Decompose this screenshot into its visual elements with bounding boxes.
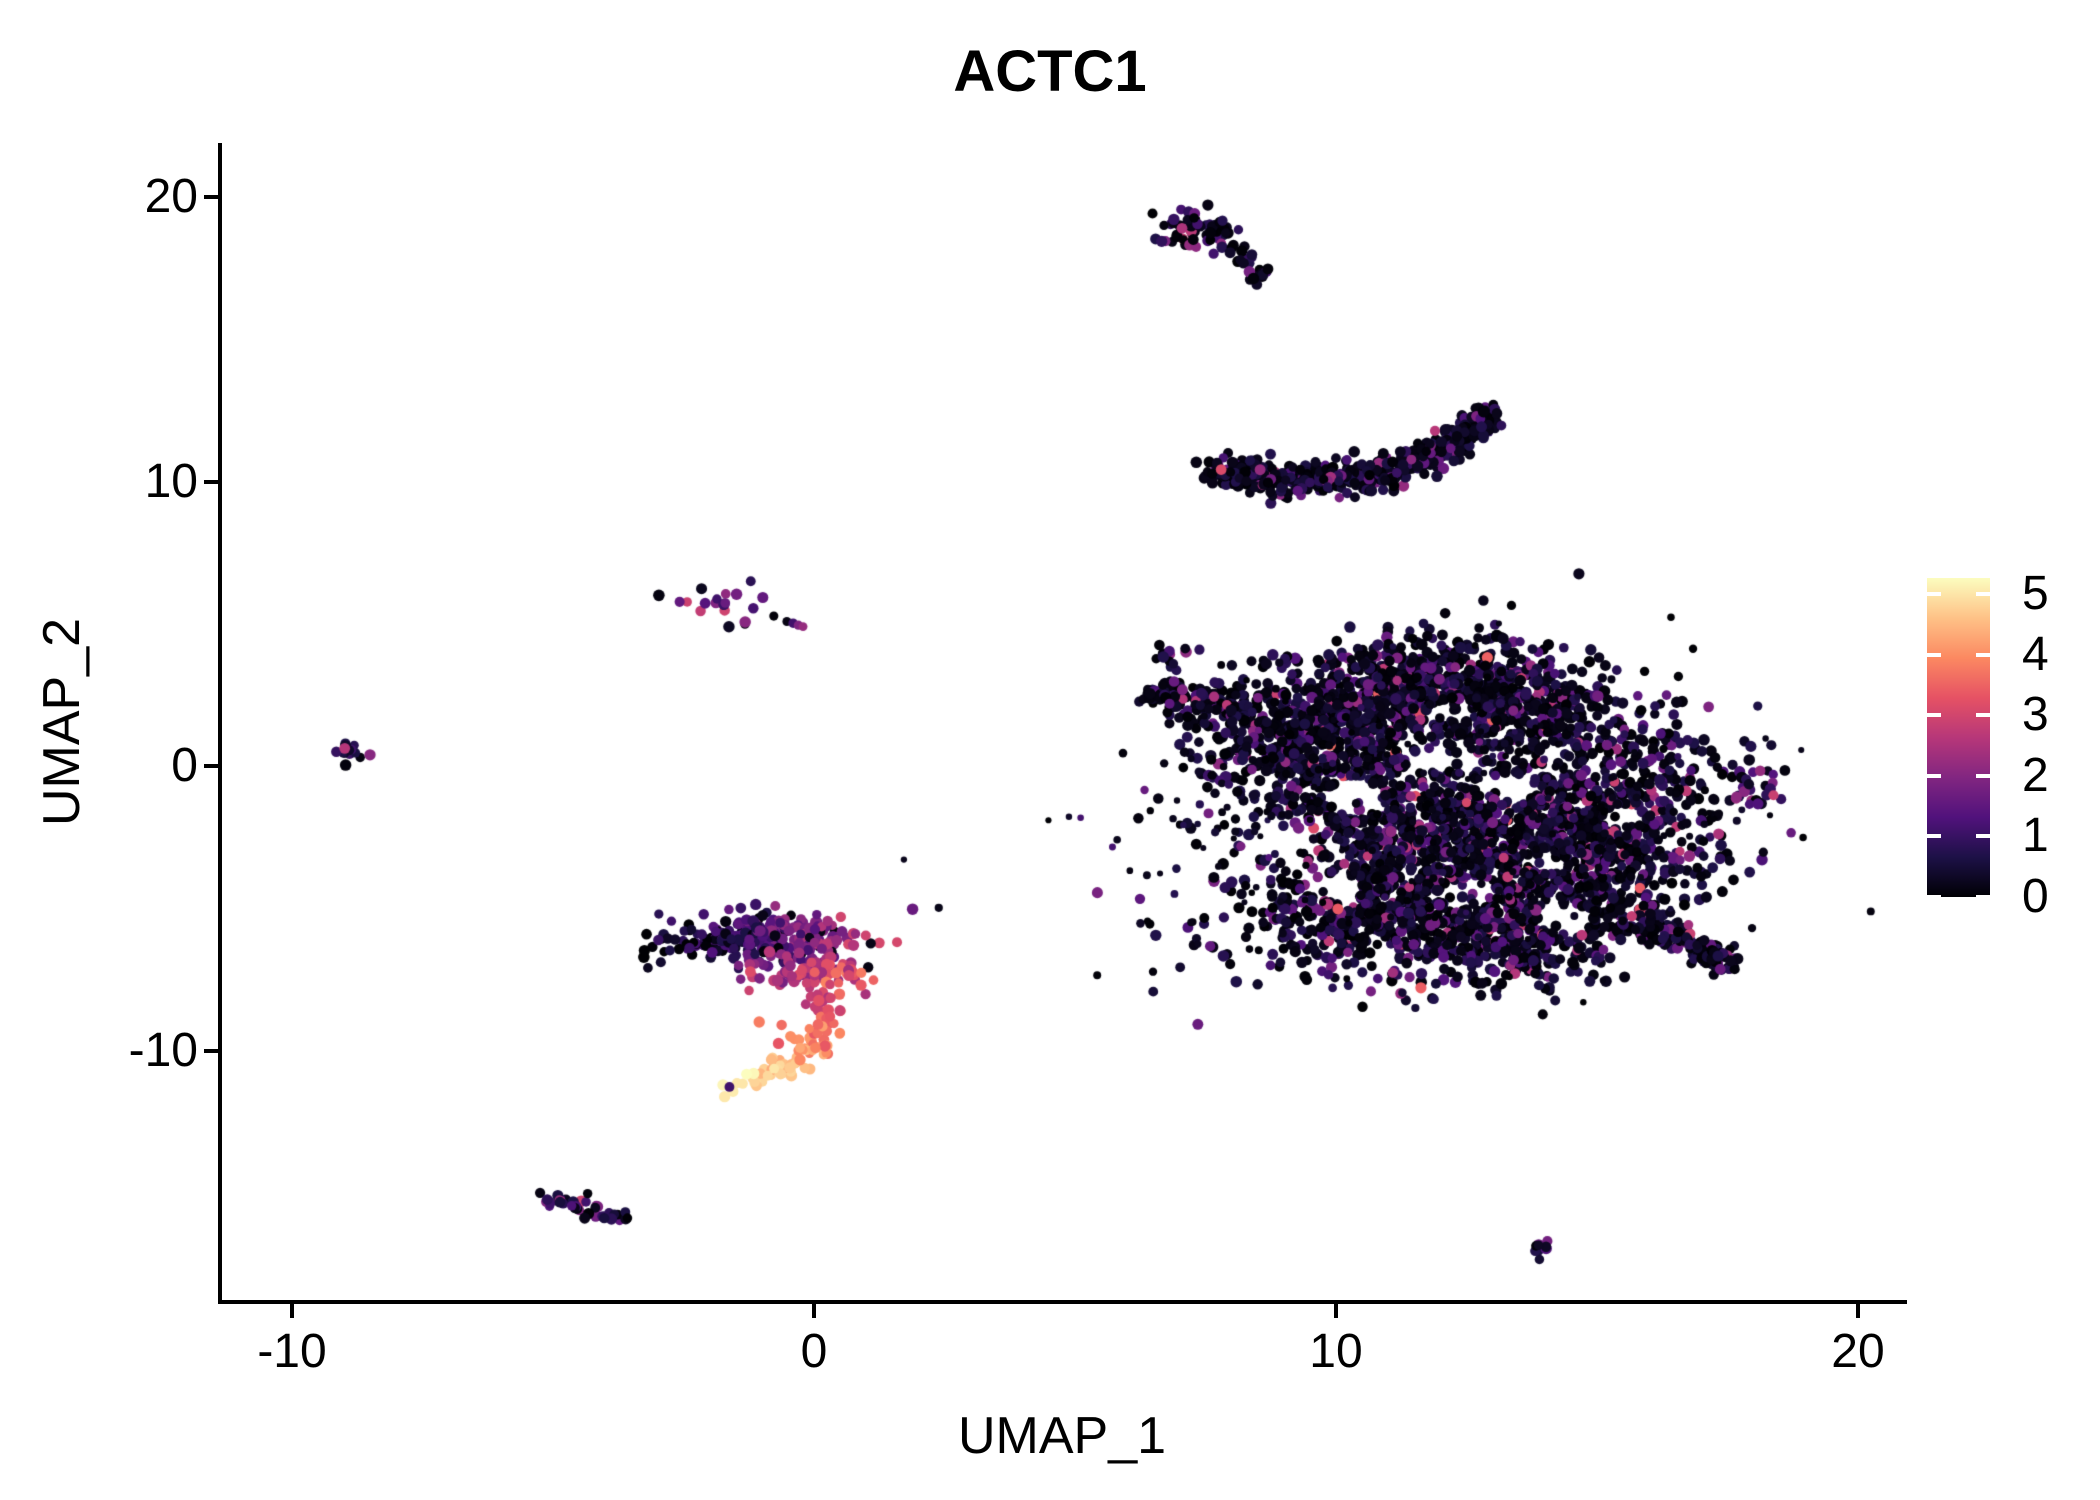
- x-tick-label: 20: [1831, 1325, 1885, 1378]
- x-tick-mark: [812, 1304, 816, 1318]
- colorbar-tick-dash: [1976, 652, 1990, 657]
- y-axis-title: UMAP_2: [33, 617, 91, 827]
- colorbar-tick-dash: [1927, 773, 1941, 778]
- plot-title: ACTC1: [953, 39, 1147, 104]
- x-tick-mark: [1856, 1304, 1860, 1318]
- y-tick-mark: [204, 764, 218, 768]
- colorbar-tick-label: 1: [2022, 809, 2049, 862]
- x-tick-label: -10: [257, 1325, 327, 1378]
- y-tick-label: 10: [144, 454, 198, 508]
- colorbar-tick-dash: [1927, 713, 1941, 717]
- colorbar-tick-dash: [1976, 713, 1990, 717]
- x-axis-title: UMAP_1: [957, 1407, 1167, 1465]
- colorbar-tick-dash: [1927, 894, 1941, 897]
- colorbar-tick-dash: [1976, 592, 1990, 596]
- colorbar-tick-dash: [1976, 773, 1990, 778]
- x-tick-label: 0: [800, 1325, 828, 1378]
- x-tick-mark: [290, 1304, 294, 1318]
- x-axis-line: [218, 1300, 1907, 1304]
- y-tick-mark: [204, 479, 218, 484]
- y-tick-mark: [204, 1048, 218, 1053]
- colorbar-tick-label: 5: [2022, 567, 2049, 620]
- colorbar-tick-dash: [1927, 592, 1941, 596]
- colorbar-tick-dash: [1976, 894, 1990, 897]
- colorbar-tick-label: 3: [2022, 688, 2049, 741]
- y-tick-mark: [204, 195, 218, 199]
- y-axis-line: [218, 143, 222, 1304]
- colorbar-tick-label: 0: [2022, 869, 2049, 923]
- y-tick-label: 0: [171, 739, 198, 792]
- colorbar-gradient: [1927, 578, 1990, 897]
- x-tick-label: 10: [1309, 1325, 1363, 1378]
- x-tick-mark: [1334, 1304, 1338, 1318]
- y-tick-label: 20: [144, 170, 198, 223]
- colorbar-tick-dash: [1927, 834, 1941, 838]
- colorbar-tick-label: 4: [2022, 627, 2049, 681]
- colorbar-tick-label: 2: [2022, 748, 2049, 802]
- colorbar-tick-dash: [1976, 834, 1990, 838]
- y-tick-label: -10: [128, 1023, 198, 1077]
- colorbar-tick-dash: [1927, 652, 1941, 657]
